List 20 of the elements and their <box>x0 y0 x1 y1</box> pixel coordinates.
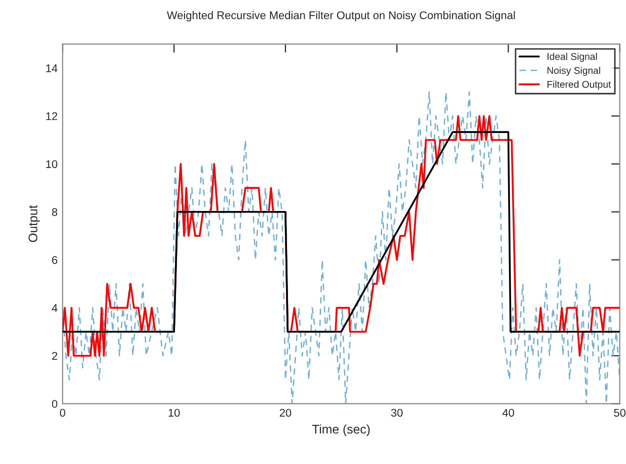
x-tick-label: 30 <box>391 408 403 417</box>
x-tick-label: 10 <box>168 408 180 417</box>
x-tick-label: 50 <box>614 408 626 417</box>
y-tick-label: 6 <box>52 256 58 264</box>
y-tick-label: 10 <box>46 160 58 168</box>
x-tick-label: 20 <box>280 408 292 417</box>
y-tick-label: 8 <box>52 208 58 216</box>
y-axis-title: Output <box>28 205 40 242</box>
y-tick-label: 12 <box>46 112 58 120</box>
x-axis-title: Time (sec) <box>312 424 370 436</box>
y-tick-label: 2 <box>52 352 58 360</box>
x-tick-label: 40 <box>502 408 514 417</box>
y-tick-label: 14 <box>46 64 58 72</box>
legend-label: Ideal Signal <box>548 52 597 62</box>
x-tick-label: 0 <box>60 408 66 417</box>
y-tick-label: 0 <box>52 400 58 408</box>
legend-label: Noisy Signal <box>547 66 600 76</box>
chart-title: Weighted Recursive Median Filter Output on Noisy Combination Signal <box>166 11 515 22</box>
legend-label: Filtered Output <box>547 80 611 90</box>
y-tick-label: 4 <box>52 304 58 312</box>
